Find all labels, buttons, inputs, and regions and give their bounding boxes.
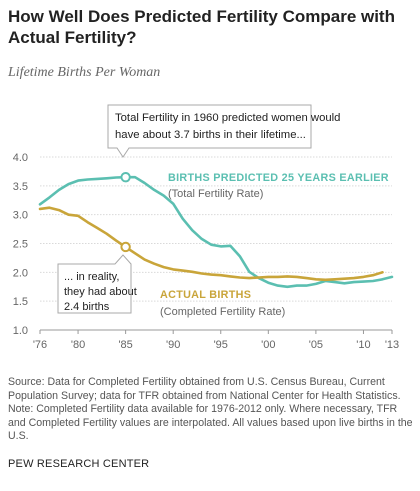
y-tick-label: 3.5: [13, 181, 28, 193]
series-line-predicted: [38, 175, 394, 289]
x-tick-label: '10: [356, 339, 370, 351]
data-note: Note: Completed Fertility data available…: [8, 403, 413, 443]
highlight-points: [120, 171, 131, 253]
x-tick-label: '00: [261, 339, 275, 351]
annotation-predicted: Total Fertility in 1960 predicted women …: [107, 104, 344, 158]
highlight-point: [120, 171, 131, 183]
series-sublabel-predicted: (Total Fertility Rate): [168, 188, 263, 200]
y-tick-label: 1.5: [13, 296, 28, 308]
series-label-predicted: BIRTHS PREDICTED 25 YEARS EARLIER: [168, 172, 389, 184]
annotation-predicted-box: [107, 104, 312, 158]
y-tick-label: 1.0: [13, 325, 28, 337]
annotation-actual-frame: [57, 254, 132, 314]
annotation-predicted-text: Total Fertility in 1960 predicted women …: [115, 112, 344, 141]
x-tick-label: '90: [166, 339, 180, 351]
annotation-actual: ... in reality, they had about 2.4 birth…: [57, 254, 140, 314]
x-tick-label: '76: [33, 339, 47, 351]
series-line-actual: [38, 206, 384, 282]
annotation-actual-text: ... in reality, they had about 2.4 birth…: [64, 271, 140, 313]
series-lines: [38, 175, 394, 289]
y-tick-label: 2.0: [13, 267, 28, 279]
x-tick-label: '80: [71, 339, 85, 351]
x-tick-label: '95: [214, 339, 228, 351]
series-label-actual: ACTUAL BIRTHS: [160, 289, 251, 301]
source-note: Source: Data for Completed Fertility obt…: [8, 376, 401, 402]
line-chart: 1.0 1.5 2.0 2.5 3.0 3.5 4.0 '76 '80 '85 '90 '95 '00…: [13, 104, 399, 351]
highlight-point: [120, 241, 131, 253]
x-tick-label: '05: [309, 339, 323, 351]
y-tick-label: 3.0: [13, 210, 28, 222]
series-sublabel-actual: (Completed Fertility Rate): [160, 306, 285, 318]
x-tick-label: '13: [385, 339, 399, 351]
y-tick-label: 4.0: [13, 152, 28, 164]
chart-title: How Well Does Predicted Fertility Compar…: [8, 7, 395, 47]
y-axis: 1.0 1.5 2.0 2.5 3.0 3.5 4.0: [13, 152, 28, 337]
x-axis: '76 '80 '85 '90 '95 '00 '05 '10 '13: [33, 330, 399, 351]
x-tick-label: '85: [118, 339, 132, 351]
brand-label: PEW RESEARCH CENTER: [8, 458, 150, 470]
y-tick-label: 2.5: [13, 239, 28, 251]
footer-notes: Source: Data for Completed Fertility obt…: [8, 376, 414, 444]
gridlines: [40, 156, 392, 331]
chart-subtitle: Lifetime Births Per Woman: [8, 65, 161, 80]
